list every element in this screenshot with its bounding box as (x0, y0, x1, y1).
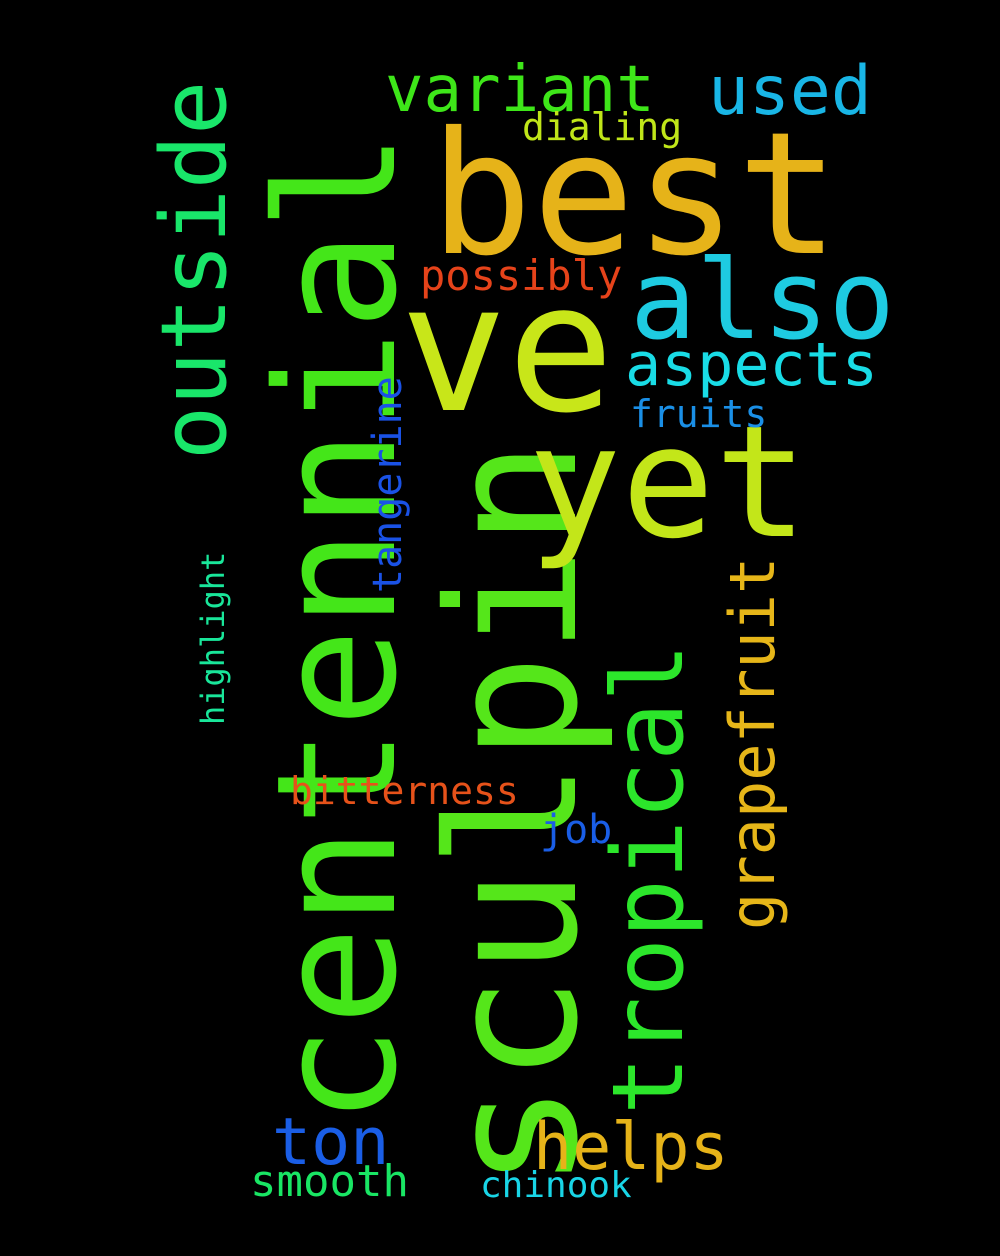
word-job: job (540, 807, 613, 853)
word-smooth: smooth (250, 1156, 409, 1207)
word-possibly: possibly (420, 251, 623, 300)
word-yet: yet (528, 392, 808, 573)
word-helps: helps (533, 1110, 729, 1185)
word-dialing: dialing (522, 105, 683, 149)
word-highlight: highlight (194, 551, 232, 725)
word-chinook: chinook (480, 1165, 632, 1206)
word-ve: ve (400, 245, 615, 452)
word-also: also (630, 236, 895, 364)
word-tropical: tropical (592, 642, 706, 1115)
word-grapefruit: grapefruit (716, 556, 789, 930)
word-centennial: centennial (241, 131, 433, 1125)
word-fruits: fruits (630, 392, 768, 436)
word-tangerine: tangerine (365, 376, 411, 593)
word-used: used (708, 52, 872, 131)
word-variant: variant (385, 53, 655, 127)
word-ton: ton (272, 1105, 390, 1180)
word-bitterness: bitterness (290, 769, 519, 813)
word-best: best (430, 96, 840, 294)
word-aspects: aspects (625, 330, 878, 400)
word-outside: outside (142, 80, 247, 460)
